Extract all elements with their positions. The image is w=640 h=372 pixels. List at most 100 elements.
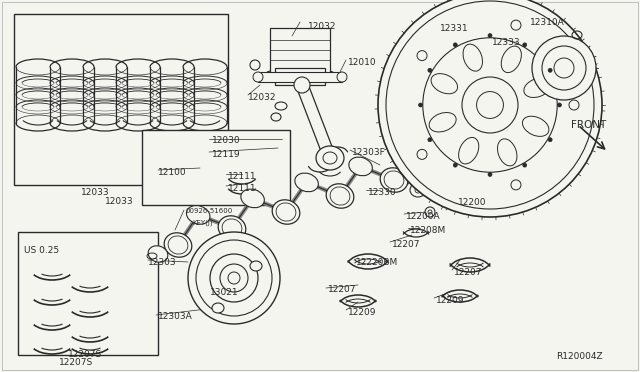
Circle shape bbox=[542, 46, 586, 90]
Text: 12032: 12032 bbox=[248, 93, 276, 102]
Text: 12207S: 12207S bbox=[68, 350, 102, 359]
Circle shape bbox=[477, 92, 504, 118]
Circle shape bbox=[511, 180, 521, 190]
Ellipse shape bbox=[326, 184, 354, 208]
Ellipse shape bbox=[222, 219, 242, 237]
Circle shape bbox=[554, 58, 574, 78]
Circle shape bbox=[425, 207, 435, 217]
Ellipse shape bbox=[168, 236, 188, 254]
Circle shape bbox=[548, 68, 552, 72]
Ellipse shape bbox=[294, 77, 310, 93]
Circle shape bbox=[210, 254, 258, 302]
Circle shape bbox=[453, 43, 458, 47]
Ellipse shape bbox=[218, 216, 246, 240]
Text: 12111: 12111 bbox=[228, 184, 257, 193]
Circle shape bbox=[188, 232, 280, 324]
Ellipse shape bbox=[253, 72, 263, 82]
Text: 12100: 12100 bbox=[158, 168, 187, 177]
Text: 12207S: 12207S bbox=[59, 358, 93, 367]
Circle shape bbox=[423, 38, 557, 172]
Bar bbox=[275, 68, 325, 85]
Ellipse shape bbox=[323, 152, 337, 164]
Ellipse shape bbox=[497, 139, 517, 166]
Circle shape bbox=[462, 77, 518, 133]
Text: 12200A: 12200A bbox=[406, 212, 440, 221]
Ellipse shape bbox=[431, 74, 458, 94]
Ellipse shape bbox=[459, 137, 479, 164]
Text: 12208M: 12208M bbox=[410, 226, 446, 235]
Text: 12303F: 12303F bbox=[352, 148, 386, 157]
Circle shape bbox=[220, 264, 248, 292]
Ellipse shape bbox=[212, 303, 224, 313]
Circle shape bbox=[557, 103, 561, 107]
Circle shape bbox=[378, 0, 602, 217]
Circle shape bbox=[196, 240, 272, 316]
Circle shape bbox=[523, 43, 527, 47]
Text: FRONT: FRONT bbox=[571, 120, 606, 130]
Ellipse shape bbox=[522, 116, 549, 137]
Text: KEY(J): KEY(J) bbox=[192, 220, 212, 227]
Text: 12220BM: 12220BM bbox=[356, 258, 398, 267]
Circle shape bbox=[453, 163, 457, 167]
Circle shape bbox=[488, 33, 492, 38]
Bar bbox=[14, 14, 228, 185]
Bar bbox=[142, 130, 290, 205]
Bar bbox=[270, 28, 330, 78]
Text: R120004Z: R120004Z bbox=[556, 352, 603, 361]
Text: 12209: 12209 bbox=[348, 308, 376, 317]
Circle shape bbox=[228, 272, 240, 284]
Circle shape bbox=[428, 68, 432, 72]
Circle shape bbox=[569, 100, 579, 110]
Text: 12111: 12111 bbox=[228, 172, 257, 181]
Text: 12033: 12033 bbox=[81, 188, 109, 197]
Text: US 0.25: US 0.25 bbox=[24, 246, 59, 255]
Circle shape bbox=[428, 210, 432, 214]
Ellipse shape bbox=[330, 187, 350, 205]
Text: 12333: 12333 bbox=[492, 38, 520, 47]
Circle shape bbox=[523, 163, 527, 167]
Text: 13021: 13021 bbox=[210, 288, 239, 297]
Circle shape bbox=[488, 173, 492, 176]
Ellipse shape bbox=[241, 189, 264, 208]
Text: 12207: 12207 bbox=[328, 285, 356, 294]
Circle shape bbox=[419, 103, 422, 107]
Circle shape bbox=[415, 187, 421, 193]
Circle shape bbox=[417, 150, 427, 159]
Ellipse shape bbox=[380, 168, 408, 192]
Text: 12030: 12030 bbox=[212, 136, 241, 145]
Circle shape bbox=[511, 20, 521, 30]
Ellipse shape bbox=[276, 203, 296, 221]
Text: 00926-51600: 00926-51600 bbox=[186, 208, 233, 214]
Ellipse shape bbox=[337, 72, 347, 82]
Ellipse shape bbox=[275, 102, 287, 110]
Ellipse shape bbox=[412, 158, 436, 178]
Ellipse shape bbox=[250, 261, 262, 271]
Text: 12330: 12330 bbox=[368, 188, 397, 197]
Circle shape bbox=[548, 138, 552, 142]
Ellipse shape bbox=[429, 112, 456, 132]
Ellipse shape bbox=[148, 246, 168, 262]
Text: 12200: 12200 bbox=[458, 198, 486, 207]
Text: 12303: 12303 bbox=[148, 258, 177, 267]
Text: 12209: 12209 bbox=[436, 296, 465, 305]
Ellipse shape bbox=[186, 206, 210, 224]
Ellipse shape bbox=[410, 183, 426, 197]
Ellipse shape bbox=[295, 173, 318, 192]
Ellipse shape bbox=[524, 78, 551, 97]
Ellipse shape bbox=[384, 171, 404, 189]
Text: 12331: 12331 bbox=[440, 24, 468, 33]
Text: 12303A: 12303A bbox=[158, 312, 193, 321]
Text: 12119: 12119 bbox=[212, 150, 241, 159]
Circle shape bbox=[386, 1, 594, 209]
Circle shape bbox=[417, 51, 427, 61]
Bar bbox=[18, 232, 158, 355]
Circle shape bbox=[532, 36, 596, 100]
Text: 12310A: 12310A bbox=[530, 18, 564, 27]
Text: 12032: 12032 bbox=[308, 22, 337, 31]
Circle shape bbox=[428, 138, 432, 142]
Ellipse shape bbox=[250, 60, 260, 70]
Ellipse shape bbox=[463, 44, 483, 71]
Ellipse shape bbox=[501, 46, 522, 73]
Ellipse shape bbox=[271, 113, 281, 121]
Ellipse shape bbox=[316, 146, 344, 170]
